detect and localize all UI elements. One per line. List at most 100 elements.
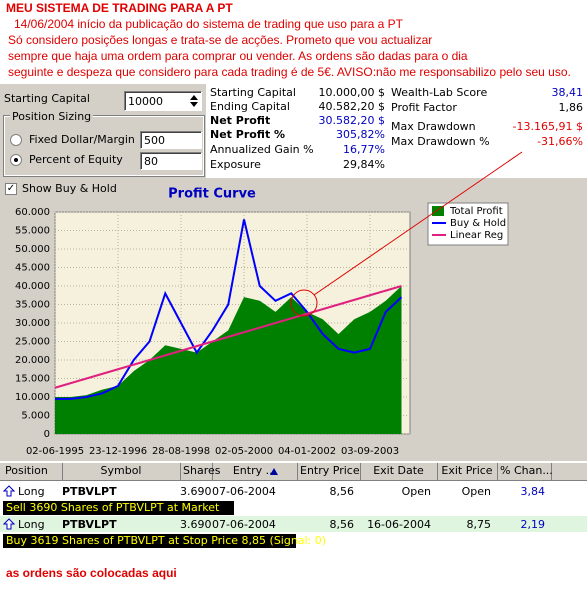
group-box [3, 115, 205, 177]
y-tick-label: 0 [44, 429, 50, 440]
table-row[interactable]: Long PTBVLPT 3.690 07-06-2004 8,56 Open Open 3,… [0, 483, 587, 499]
stat-value: 305,82% [336, 128, 385, 141]
y-tick-label: 25.000 [15, 337, 50, 348]
signal: Buy 3619 Shares of PTBVLPT at Stop Price… [3, 534, 326, 548]
legend-label: Buy & Hold [450, 218, 506, 229]
table-cell: 16-06-2004 [367, 518, 431, 531]
y-tick-label: 40.000 [15, 281, 50, 292]
option-input[interactable]: 80 [140, 152, 202, 170]
column-header[interactable]: Symbol [62, 463, 181, 481]
y-tick-label: 10.000 [15, 392, 50, 403]
page-title: MEU SISTEMA DE TRADING PARA A PT [6, 1, 233, 15]
radio[interactable] [10, 154, 22, 166]
stat-value: 10.000,00 $ [318, 86, 385, 99]
y-tick-label: 30.000 [15, 318, 50, 329]
long-icon [3, 485, 15, 497]
spinner[interactable] [189, 94, 199, 108]
table-cell: Long [18, 485, 45, 498]
table-row[interactable]: Long PTBVLPT 3.690 07-06-2004 8,56 16-06-2004… [0, 516, 587, 532]
table-cell: 3,84 [520, 485, 546, 498]
chart-title: Profit Curve [168, 187, 256, 202]
y-tick-label: 5.000 [21, 411, 50, 422]
legend-label: Total Profit [449, 206, 503, 217]
y-tick-label: 60.000 [15, 207, 50, 218]
table-cell: 3.690 [180, 518, 212, 531]
table-cell: 07-06-2004 [212, 485, 276, 498]
stat-label: Net Profit % [210, 128, 286, 141]
starting-capital-input[interactable]: 10000 [124, 91, 202, 111]
table-cell: 8,56 [329, 485, 355, 498]
option-input[interactable]: 500 [140, 131, 202, 149]
stat-value: -13.165,91 $ [512, 120, 583, 133]
footer-note: as ordens são colocadas aqui [6, 566, 177, 580]
input-value: 500 [144, 134, 165, 147]
sort-icon [270, 468, 278, 475]
stat-value: 29,84% [343, 158, 385, 171]
table-cell: 2,19 [520, 518, 546, 531]
stat-label: Starting Capital [210, 86, 296, 99]
stat-value: -31,66% [537, 135, 583, 148]
x-tick-label: 02-05-2000 [215, 446, 273, 457]
x-tick-label: 23-12-1996 [89, 446, 147, 457]
line [55, 219, 403, 400]
checkbox-label: Show Buy & Hold [22, 182, 117, 195]
column-header[interactable]: % Chan... [497, 463, 553, 481]
column-header[interactable]: Shares [180, 463, 220, 481]
y-tick-label: 50.000 [15, 244, 50, 255]
option-label: Fixed Dollar/Margin [29, 133, 135, 146]
y-tick-label: 55.000 [15, 226, 50, 237]
stat-label: Annualized Gain % [210, 143, 314, 156]
table-cell: Open [461, 485, 491, 498]
y-tick-label: 35.000 [15, 300, 50, 311]
header-line: Só considero posições longas e trata-se … [8, 33, 433, 47]
option-label: Percent of Equity [29, 153, 123, 166]
x-tick-label: 02-06-1995 [26, 446, 84, 457]
x-tick-label: 28-08-1998 [152, 446, 210, 457]
stat-label: Net Profit [210, 114, 271, 127]
table-cell: 8,75 [466, 518, 492, 531]
stat-value: 16,77% [343, 143, 385, 156]
stat-value: 40.582,20 $ [318, 100, 385, 113]
table-cell: 07-06-2004 [212, 518, 276, 531]
checkbox[interactable]: ✓ [5, 183, 17, 195]
input-value: 10000 [128, 95, 163, 108]
column-header[interactable]: Entry Price [297, 463, 361, 481]
table-cell: PTBVLPT [62, 485, 117, 498]
column-header[interactable]: Entry ... [212, 463, 298, 481]
long-icon [3, 518, 15, 530]
legend-swatch [432, 206, 444, 216]
y-tick-label: 20.000 [15, 355, 50, 366]
table-cell: Long [18, 518, 45, 531]
y-tick-label: 15.000 [15, 374, 50, 385]
legend-label: Linear Reg [450, 230, 503, 241]
table-cell: 3.690 [180, 485, 212, 498]
stat-label: Exposure [210, 158, 261, 171]
arrow [3, 518, 15, 530]
settings-panel: Starting Capital 10000 Position Sizing F… [0, 84, 206, 178]
x-tick-label: 04-01-2002 [278, 446, 336, 457]
stat-label: Max Drawdown % [391, 135, 490, 148]
column-header[interactable]: Exit Date [360, 463, 438, 481]
table-cell: PTBVLPT [62, 518, 117, 531]
sort-arrow [270, 468, 278, 475]
header-line: sempre que haja uma ordem para comprar o… [8, 49, 468, 63]
input-value: 80 [144, 155, 158, 168]
radio[interactable] [10, 134, 22, 146]
column-header[interactable]: Exit Price [437, 463, 498, 481]
column-header[interactable]: Position [2, 463, 63, 481]
stat-value: 1,86 [558, 101, 584, 114]
signal: Sell 3690 Shares of PTBVLPT at Market [3, 501, 234, 515]
stat-label: Wealth-Lab Score [391, 86, 488, 99]
table-header: Position Symbol Shares Entry ... Entry Price… [0, 463, 587, 481]
stat-label: Ending Capital [210, 100, 290, 113]
header-line: 14/06/2004 início da publicação do siste… [14, 17, 403, 31]
table-cell: 8,56 [329, 518, 355, 531]
group-title: Position Sizing [10, 110, 94, 123]
line [54, 285, 402, 389]
label: Starting Capital [4, 92, 90, 105]
stat-value: 38,41 [551, 86, 584, 99]
y-tick-label: 45.000 [15, 263, 50, 274]
x-tick-label: 03-09-2003 [341, 446, 399, 457]
stat-label: Profit Factor [391, 101, 457, 114]
